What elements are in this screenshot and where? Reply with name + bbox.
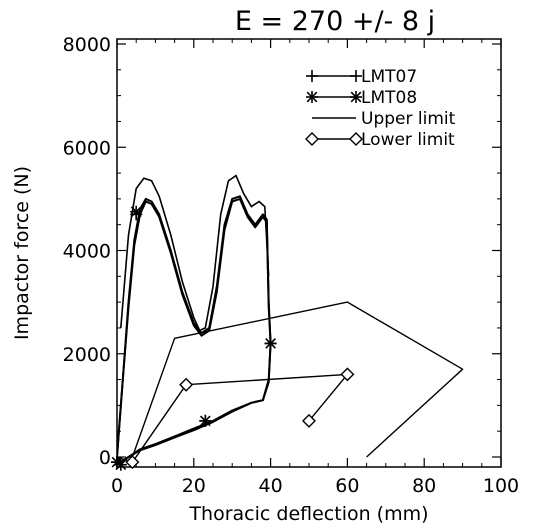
y-tick-label: 6000: [63, 137, 111, 159]
y-axis-label: Impactor force (N): [11, 166, 33, 340]
y-tick-label: 2000: [63, 344, 111, 366]
y-tick-label: 4000: [63, 241, 111, 263]
marker-lower-limit: [180, 379, 192, 391]
x-tick-label: 0: [111, 475, 123, 497]
legend-item: Upper limit: [312, 109, 456, 129]
legend-item: LMT08: [306, 88, 417, 108]
curve-envelope-outer: [121, 176, 269, 331]
y-axis: 0 2000 4000 6000 8000: [63, 34, 501, 469]
x-axis-label: Thoracic deflection (mm): [188, 503, 428, 525]
series-line-lmt08: [117, 199, 271, 462]
marker-lmt08: [115, 459, 127, 471]
marker-lmt08: [130, 206, 142, 218]
legend-label: Upper limit: [361, 109, 456, 129]
x-tick-label: 80: [412, 475, 436, 497]
legend-marker: [306, 133, 318, 145]
legend-label: LMT07: [361, 67, 417, 87]
marker-layer: [111, 206, 353, 471]
x-tick-label: 100: [483, 475, 519, 497]
x-tick-label: 40: [259, 475, 283, 497]
legend-label: Lower limit: [361, 130, 455, 150]
legend-label: LMT08: [361, 88, 417, 108]
legend-marker: [306, 70, 318, 82]
y-tick-label: 8000: [63, 34, 111, 56]
marker-lmt08: [199, 415, 211, 427]
series-line-lmt07: [117, 196, 271, 462]
y-tick-label: 0: [99, 447, 111, 469]
x-axis: 0 20 40 60 80 100: [111, 39, 519, 497]
x-tick-label: 60: [335, 475, 359, 497]
chart-title: E = 270 +/- 8 j: [235, 6, 435, 37]
legend-item: Lower limit: [306, 130, 455, 150]
x-tick-label: 20: [182, 475, 206, 497]
series-layer: [117, 176, 463, 463]
marker-lmt08: [265, 337, 277, 349]
legend-marker: [306, 91, 318, 103]
legend-item: LMT07: [306, 67, 417, 87]
